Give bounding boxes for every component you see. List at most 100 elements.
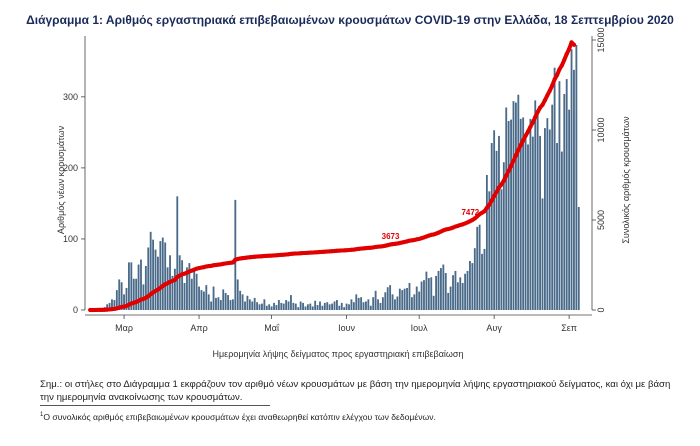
- bar: [548, 129, 551, 310]
- series-point-cumulative: [537, 105, 543, 110]
- bar: [415, 286, 418, 310]
- bar: [377, 299, 379, 310]
- bar: [154, 249, 157, 310]
- footnote-divider: [40, 405, 270, 406]
- bar: [384, 292, 387, 310]
- bar: [290, 295, 292, 310]
- bar: [200, 290, 203, 310]
- bar: [401, 290, 404, 310]
- series-point-cumulative: [554, 73, 560, 78]
- series-point-cumulative: [511, 158, 516, 163]
- bar: [539, 135, 542, 310]
- bar: [215, 297, 217, 310]
- series-point-cumulative: [523, 133, 528, 138]
- series-point-cumulative: [567, 46, 572, 52]
- bar: [423, 280, 425, 310]
- bar: [500, 189, 503, 310]
- bar: [309, 303, 312, 310]
- bar: [227, 295, 229, 310]
- bar: [563, 94, 566, 310]
- bar: [531, 136, 534, 310]
- bar: [478, 224, 481, 310]
- bar: [229, 300, 232, 310]
- x-axis-label: Ημερομηνία λήψης δείγματος προς εργαστηρ…: [213, 349, 464, 359]
- bar: [106, 304, 109, 310]
- bar: [340, 302, 343, 310]
- bar: [135, 278, 138, 310]
- bar: [372, 297, 375, 310]
- bar: [456, 282, 459, 310]
- footnote: 1Ο συνολικός αριθμός επιβεβαιωμένων κρου…: [40, 412, 680, 422]
- series-point-cumulative: [516, 147, 521, 153]
- bar: [367, 299, 370, 310]
- bar: [360, 297, 363, 310]
- bar: [442, 264, 445, 310]
- x-tick-label: Ιουλ: [411, 323, 428, 333]
- bar: [466, 270, 469, 310]
- bar: [118, 279, 121, 310]
- bar: [277, 300, 280, 310]
- bar: [195, 273, 198, 310]
- bar: [297, 307, 300, 310]
- bar: [350, 299, 353, 310]
- bar: [265, 305, 268, 310]
- bar: [570, 49, 573, 311]
- series-point-cumulative: [528, 124, 533, 129]
- y-axis-right-label: Συνολικός αριθμός κρουσμάτων: [621, 116, 631, 244]
- y-tick-label-left: 100: [63, 234, 78, 244]
- footnote-marker: 1: [40, 412, 44, 419]
- bar: [336, 300, 338, 310]
- bar: [379, 302, 382, 310]
- bar: [268, 304, 271, 310]
- series-point-cumulative: [559, 63, 564, 68]
- bar: [234, 199, 237, 310]
- bar: [461, 283, 464, 310]
- bar: [488, 191, 491, 310]
- bar: [529, 118, 532, 311]
- x-tick-label: Απρ: [190, 323, 207, 333]
- series-point-cumulative: [487, 202, 492, 207]
- bar: [186, 267, 188, 310]
- series-point-cumulative: [533, 114, 538, 120]
- bar: [464, 273, 467, 310]
- chart-title: Διάγραμμα 1: Αριθμός εργαστηριακά επιβεβ…: [26, 13, 674, 27]
- series-point-cumulative: [550, 83, 555, 88]
- bar: [536, 110, 539, 310]
- series-point-cumulative: [504, 173, 509, 178]
- series-point-cumulative: [518, 143, 523, 148]
- bar: [357, 297, 360, 310]
- bar: [287, 301, 290, 310]
- bar: [418, 291, 421, 310]
- bar: [173, 268, 176, 310]
- bar: [505, 107, 508, 310]
- annotation-label: 14738: [552, 0, 575, 2]
- bar: [205, 285, 208, 310]
- bar: [190, 278, 193, 310]
- bar: [386, 287, 389, 310]
- bar: [132, 278, 135, 310]
- bar: [459, 277, 462, 310]
- bar: [413, 294, 416, 310]
- bar: [485, 175, 488, 310]
- bar: [246, 295, 249, 310]
- bar: [447, 292, 450, 310]
- bar: [311, 306, 314, 310]
- bar: [432, 295, 435, 310]
- bar: [304, 306, 307, 310]
- bar: [522, 117, 525, 310]
- bar: [546, 118, 549, 310]
- bar: [524, 133, 527, 310]
- bar: [394, 299, 396, 310]
- series-point-cumulative: [482, 209, 487, 214]
- series-point-cumulative: [545, 93, 550, 98]
- bar: [299, 301, 302, 310]
- bar: [502, 162, 505, 310]
- bar: [452, 275, 454, 310]
- bar: [517, 94, 520, 311]
- y-tick-label-left: 200: [63, 163, 78, 173]
- bar: [152, 239, 155, 310]
- bar: [541, 198, 544, 310]
- bar: [258, 304, 261, 310]
- bar: [294, 303, 297, 310]
- x-tick-label: Μαρ: [115, 323, 133, 333]
